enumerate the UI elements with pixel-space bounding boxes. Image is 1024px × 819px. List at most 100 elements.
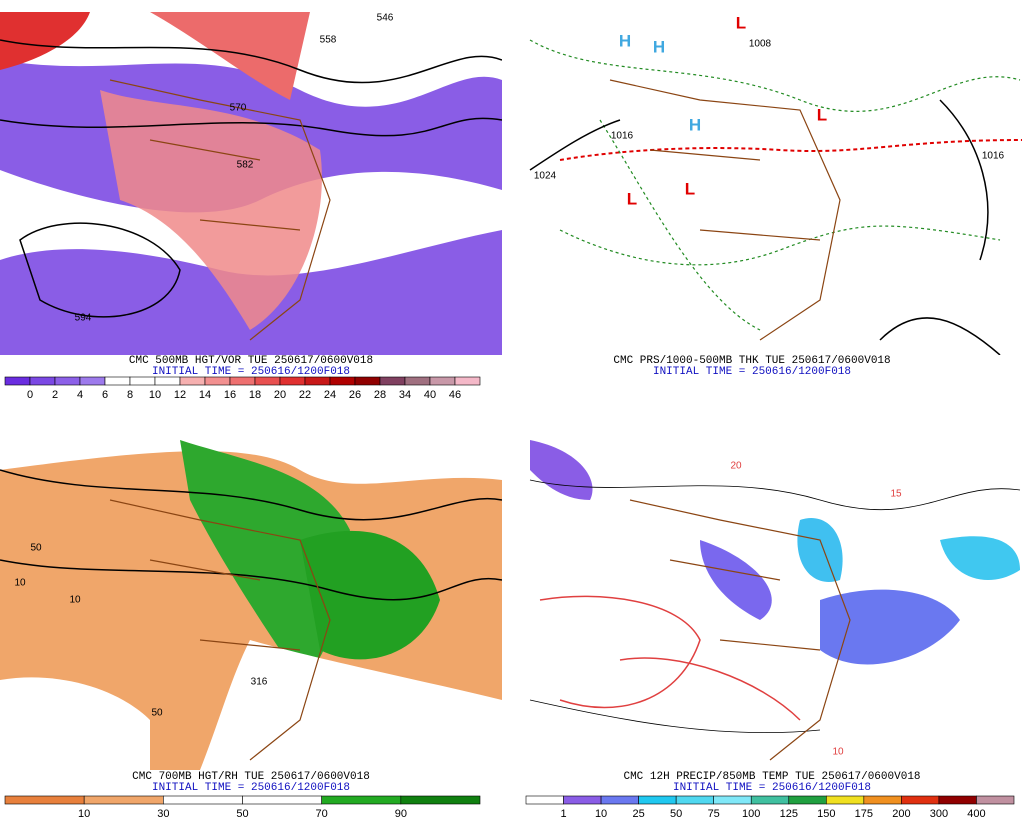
colorbar-swatch <box>254 376 281 386</box>
colorbar-swatch <box>279 376 306 386</box>
map-label: 1008 <box>749 39 772 50</box>
colorbar-label: 4 <box>77 389 83 401</box>
colorbar-swatch <box>54 376 81 386</box>
colorbar-swatch <box>329 376 356 386</box>
panel-title: CMC 500MB HGT/VOR TUE 250617/0600V018 <box>129 355 373 367</box>
map-label: L <box>736 13 746 32</box>
colorbar-swatch <box>600 795 639 805</box>
colorbar-label: 46 <box>449 389 461 401</box>
map-label: 594 <box>75 313 92 324</box>
colorbar-swatch <box>129 376 156 386</box>
map-label: 50 <box>151 708 163 719</box>
colorbar-swatch <box>242 795 322 805</box>
colorbar-swatch <box>400 795 481 805</box>
colorbar-label: 0 <box>27 389 33 401</box>
colorbar-swatch <box>901 795 940 805</box>
colorbar-label: 75 <box>708 808 720 819</box>
map-label: 316 <box>251 677 268 688</box>
colorbar-label: 14 <box>199 389 211 401</box>
map-label: 546 <box>377 13 394 24</box>
map-label: 1024 <box>534 171 557 182</box>
colorbar-label: 150 <box>817 808 835 819</box>
colorbar-label: 24 <box>324 389 336 401</box>
colorbar-label: 34 <box>399 389 411 401</box>
colorbar-label: 100 <box>742 808 760 819</box>
colorbar-swatch <box>938 795 977 805</box>
colorbar-swatch <box>83 795 164 805</box>
colorbar-swatch <box>404 376 431 386</box>
colorbar-label: 10 <box>595 808 607 819</box>
colorbar-swatch <box>863 795 902 805</box>
map-label: 558 <box>320 35 337 46</box>
colorbar-label: 70 <box>316 808 328 819</box>
map-label: 1016 <box>982 151 1005 162</box>
colorbar-swatch <box>454 376 481 386</box>
panel-title: CMC 700MB HGT/RH TUE 250617/0600V018 <box>132 771 370 783</box>
colorbar-label: 26 <box>349 389 361 401</box>
colorbar-swatch <box>304 376 331 386</box>
colorbar-label: 18 <box>249 389 261 401</box>
colorbar-label: 1 <box>560 808 566 819</box>
map-label: 10 <box>69 595 81 606</box>
map-700mb <box>0 430 502 770</box>
colorbar-label: 8 <box>127 389 133 401</box>
colorbar-swatch <box>675 795 714 805</box>
colorbar-swatch <box>354 376 381 386</box>
map-label: H <box>653 37 665 56</box>
colorbar-label: 30 <box>157 808 169 819</box>
colorbar-label: 6 <box>102 389 108 401</box>
labels-layer: CMC 500MB HGT/VOR TUE 250617/0600V018 INI… <box>4 13 1015 819</box>
colorbar-label: 28 <box>374 389 386 401</box>
panel-title: CMC 12H PRECIP/850MB TEMP TUE 250617/060… <box>623 771 920 783</box>
panel-subtitle: INITIAL TIME = 250616/1200F018 <box>653 366 851 378</box>
colorbar-label: 50 <box>670 808 682 819</box>
map-label: 20 <box>730 461 742 472</box>
colorbar-swatch <box>79 376 106 386</box>
colorbar-label: 125 <box>780 808 798 819</box>
map-label: 582 <box>237 160 254 171</box>
map-label: 50 <box>30 543 42 554</box>
map-500mb <box>0 12 502 355</box>
map-label: 570 <box>230 103 247 114</box>
map-label: 10 <box>832 747 844 758</box>
colorbar-swatch <box>4 795 85 805</box>
colorbar-label: 16 <box>224 389 236 401</box>
colorbar-label: 12 <box>174 389 186 401</box>
colorbar-swatch <box>229 376 256 386</box>
colorbar-swatch <box>4 376 31 386</box>
colorbar-swatch <box>179 376 206 386</box>
colorbar-swatch <box>204 376 231 386</box>
colorbar-swatch <box>750 795 790 805</box>
colorbar-swatch <box>163 795 243 805</box>
colorbar-label: 200 <box>892 808 910 819</box>
panel-subtitle: INITIAL TIME = 250616/1200F018 <box>152 782 350 794</box>
colorbar-swatch <box>154 376 181 386</box>
map-label: 10 <box>14 578 26 589</box>
colorbar-swatch <box>104 376 131 386</box>
colorbar-swatch <box>826 795 865 805</box>
map-label: H <box>619 31 631 50</box>
colorbar-swatch <box>713 795 752 805</box>
colorbar-label: 40 <box>424 389 436 401</box>
colorbar-label: 10 <box>78 808 90 819</box>
colorbar-label: 22 <box>299 389 311 401</box>
colorbar-label: 20 <box>274 389 286 401</box>
colorbar-swatch <box>321 795 402 805</box>
panel-subtitle: INITIAL TIME = 250616/1200F018 <box>673 782 871 794</box>
map-label: H <box>689 115 701 134</box>
map-label: L <box>685 179 695 198</box>
colorbar-label: 2 <box>52 389 58 401</box>
colorbar-swatch <box>788 795 827 805</box>
map-label: L <box>627 189 637 208</box>
map-label: L <box>817 105 827 124</box>
map-precip <box>522 430 1022 770</box>
colorbar-label: 400 <box>967 808 985 819</box>
colorbar-swatch <box>379 376 406 386</box>
colorbar-label: 90 <box>395 808 407 819</box>
colorbar-swatch <box>525 795 564 805</box>
map-label: 15 <box>890 489 902 500</box>
colorbar-swatch <box>29 376 56 386</box>
colorbar-label: 25 <box>632 808 644 819</box>
panel-title: CMC PRS/1000-500MB THK TUE 250617/0600V0… <box>613 355 890 367</box>
